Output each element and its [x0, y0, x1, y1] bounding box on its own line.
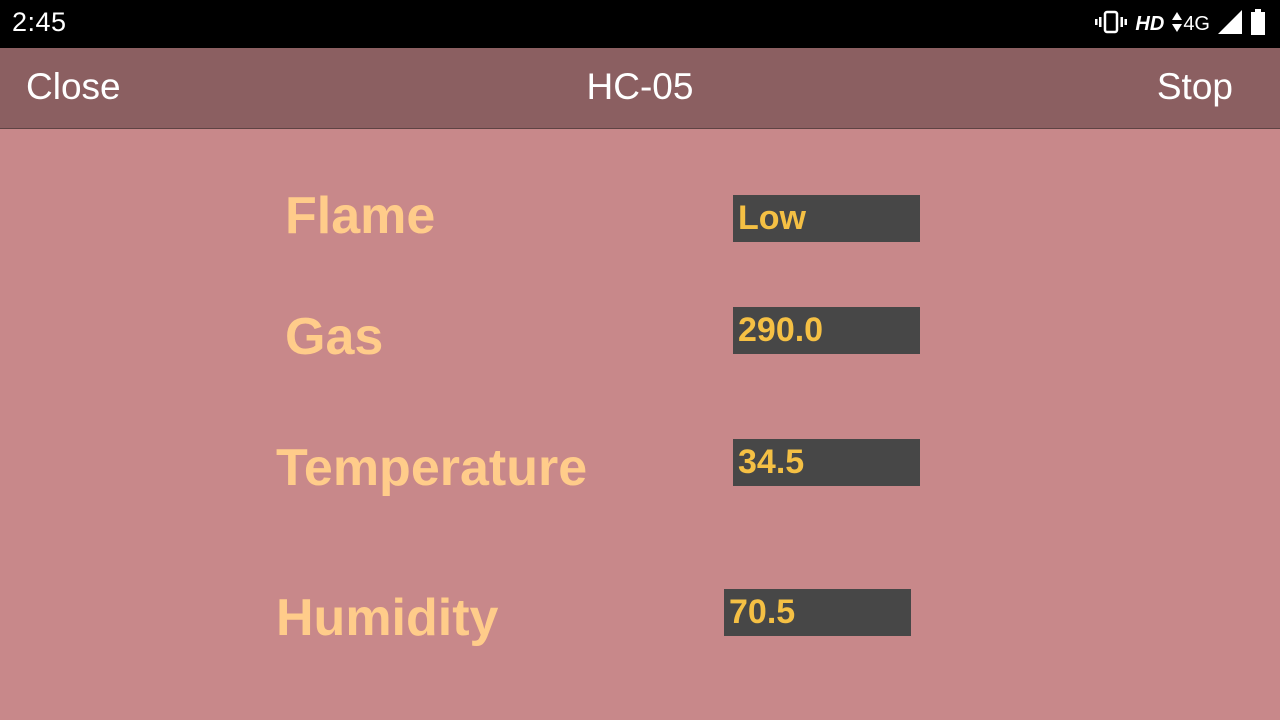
gas-value: 290.0 — [733, 307, 920, 354]
flame-label: Flame — [285, 187, 436, 245]
network-type: 4G — [1183, 12, 1210, 35]
humidity-label: Humidity — [276, 589, 499, 647]
data-arrows-icon — [1172, 11, 1183, 38]
status-icons: HD 4G — [1095, 8, 1266, 40]
close-button[interactable]: Close — [26, 66, 121, 107]
gas-label: Gas — [285, 308, 384, 366]
signal-icon — [1218, 9, 1242, 39]
battery-icon — [1250, 8, 1266, 40]
temperature-value: 34.5 — [733, 439, 920, 486]
humidity-value: 70.5 — [724, 589, 911, 636]
app-title: HC-05 — [586, 66, 694, 107]
network-indicator: 4G — [1172, 11, 1210, 38]
status-time: 2:45 — [12, 7, 67, 37]
flame-value: Low — [733, 195, 920, 242]
temperature-label: Temperature — [276, 439, 588, 497]
app-bar: Close HC-05 Stop — [0, 48, 1280, 129]
status-bar: 2:45 HD 4G — [0, 0, 1280, 48]
stop-button[interactable]: Stop — [1156, 66, 1233, 107]
vibrate-icon — [1095, 10, 1128, 39]
hd-indicator: HD — [1135, 12, 1165, 35]
